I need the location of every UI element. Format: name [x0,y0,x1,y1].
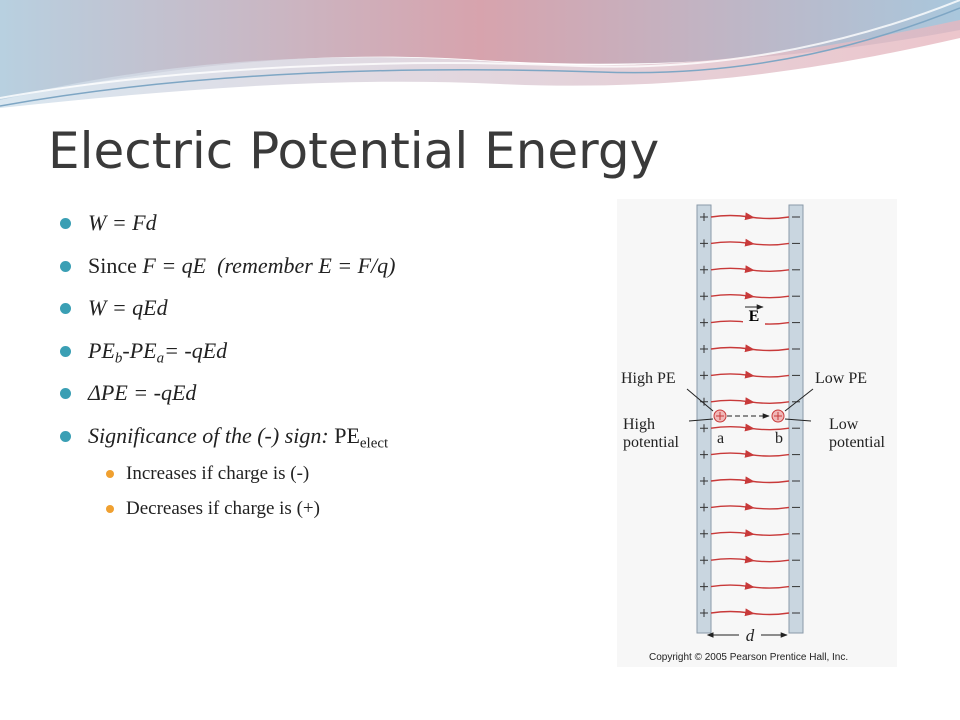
high-potential-label: potential [623,434,680,451]
plus-sign [700,265,708,274]
bullet-item: ΔPE = -qEd [60,380,197,406]
text-run: W = qEd [88,295,168,320]
bullet-item: W = Fd [60,210,157,236]
field-line [710,238,790,247]
plus-sign [700,239,708,248]
text-run: b [114,350,123,367]
point-b-label: b [775,430,783,447]
text-run: ΔPE = -qEd [88,380,197,405]
bullet-dot [106,505,114,513]
text-run: = -qEd [164,338,228,363]
bullet-item: Decreases if charge is (+) [106,498,320,520]
bullet-item: W = qEd [60,295,168,321]
field-line [710,529,790,537]
field-line [710,581,790,590]
bullet-dot [60,388,71,399]
low-potential-label: Low [829,416,859,433]
field-line [710,344,790,353]
plus-sign [700,582,708,591]
plus-sign [700,213,708,221]
text-run: Decreases if charge is (+) [126,498,320,519]
high-potential-label: High [623,416,655,433]
bullet-dot [60,261,71,272]
plus-sign [700,529,708,538]
low-potential-label: potential [829,434,886,451]
field-line [710,370,790,379]
text-run: F = qE (remember E = F/q) [142,253,396,278]
field-line [710,397,790,405]
text-run: PE [334,423,360,448]
plus-sign [700,397,708,406]
bullet-item: Since F = qE (remember E = F/q) [60,253,396,279]
field-line [710,555,790,564]
text-run: Since [88,253,143,278]
text-run: -PE [122,338,157,363]
text-run: Significance of the (-) sign: [88,423,335,448]
text-run: a [156,350,165,367]
bullet-dot [106,470,114,478]
field-line [710,502,790,511]
plus-sign [700,371,708,380]
bullet-item: Increases if charge is (-) [106,463,310,485]
field-line [710,212,790,221]
field-line [710,423,790,432]
figure: E High PE Low PE High potential Low pote… [617,199,897,667]
plus-sign [700,318,708,327]
field-line [710,449,790,458]
field-lines [700,212,800,617]
field-label: E [749,308,760,325]
bullet-dot [60,303,71,314]
text-run: PE [88,338,115,363]
slide-title: Electric Potential Energy [48,122,660,180]
plus-sign [700,477,708,485]
field-line [710,476,790,485]
field-line [710,265,790,273]
bullet-item: PEb-PEa= -qEd [60,338,228,367]
text-run: elect [359,435,389,452]
copyright: Copyright © 2005 Pearson Prentice Hall, … [649,652,848,663]
bullet-dot [60,218,71,229]
plus-sign [700,450,708,459]
text-run: W = Fd [88,210,157,235]
text-run: Increases if charge is (-) [126,463,310,484]
bullet-dot [60,431,71,442]
point-a-label: a [717,430,724,447]
bullet-dot [60,346,71,357]
header-waves [0,0,960,108]
field-line [710,291,790,300]
plus-sign [700,424,708,433]
field-line [710,608,790,617]
plus-sign [700,503,708,512]
plus-sign [700,609,708,617]
bullet-item: Significance of the (-) sign: PEelect [60,423,389,452]
high-pe-label: High PE [621,370,676,387]
plus-sign [700,292,708,301]
low-pe-label: Low PE [815,370,867,387]
plus-sign [700,556,708,565]
distance-label: d [746,626,755,645]
plus-sign [700,345,708,353]
